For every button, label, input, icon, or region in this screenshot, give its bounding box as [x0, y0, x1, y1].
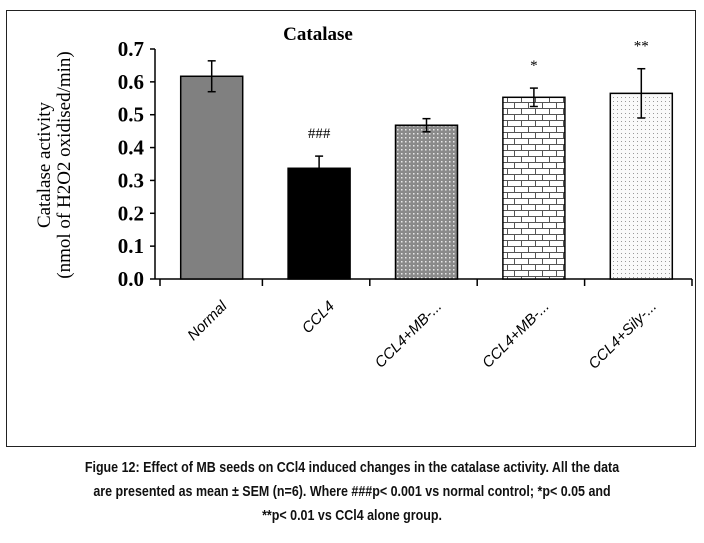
y-tick-label: 0.5 — [118, 103, 144, 127]
chart-frame — [6, 10, 696, 447]
caption-line-1: Figue 12: Effect of MB seeds on CCl4 ind… — [84, 460, 620, 476]
bar — [394, 124, 459, 280]
y-axis-label-line1: Catalase activity — [34, 101, 55, 228]
x-tick-label: Normal — [184, 297, 231, 344]
significance-label: ### — [308, 126, 331, 142]
chart-title: Catalase — [283, 24, 353, 45]
y-tick-label: 0.6 — [118, 70, 144, 94]
caption-line-3: **p< 0.01 vs CCl4 alone group. — [262, 508, 442, 524]
y-tick-label: 0.0 — [118, 267, 144, 291]
y-tick-label: 0.7 — [118, 37, 144, 61]
y-tick-label: 0.1 — [118, 234, 144, 258]
figure-caption: Figue 12: Effect of MB seeds on CCl4 ind… — [49, 456, 654, 528]
bar — [502, 96, 566, 280]
x-tick-label: CCL4+MB-... — [479, 298, 553, 372]
bar — [609, 92, 674, 280]
catalase-bar-chart: Catalase Catalase activity (nmol of H2O2… — [34, 24, 693, 373]
bars: ###*** — [179, 39, 674, 280]
bar — [287, 167, 351, 280]
significance-label: ** — [634, 39, 649, 55]
x-tick-label: CCL4 — [299, 298, 338, 337]
significance-label: * — [530, 58, 538, 74]
y-tick-label: 0.2 — [118, 201, 144, 225]
y-axis: 0.0 0.1 0.2 0.3 0.4 0.5 0.6 0.7 — [118, 37, 156, 291]
x-tick-label: CCL4+Sily-... — [585, 298, 660, 373]
y-axis-label-line2: (nmol of H2O2 oxidised/min) — [54, 51, 75, 278]
x-axis: Normal CCL4 CCL4+MB-... CCL4+MB-... CCL4+Sil… — [155, 278, 693, 373]
caption-line-2: are presented as mean ± SEM (n=6). Where… — [93, 484, 611, 500]
y-tick-label: 0.3 — [118, 168, 144, 192]
y-tick-label: 0.4 — [118, 136, 145, 160]
bar — [179, 75, 244, 280]
x-tick-label: CCL4+MB-... — [372, 298, 446, 372]
